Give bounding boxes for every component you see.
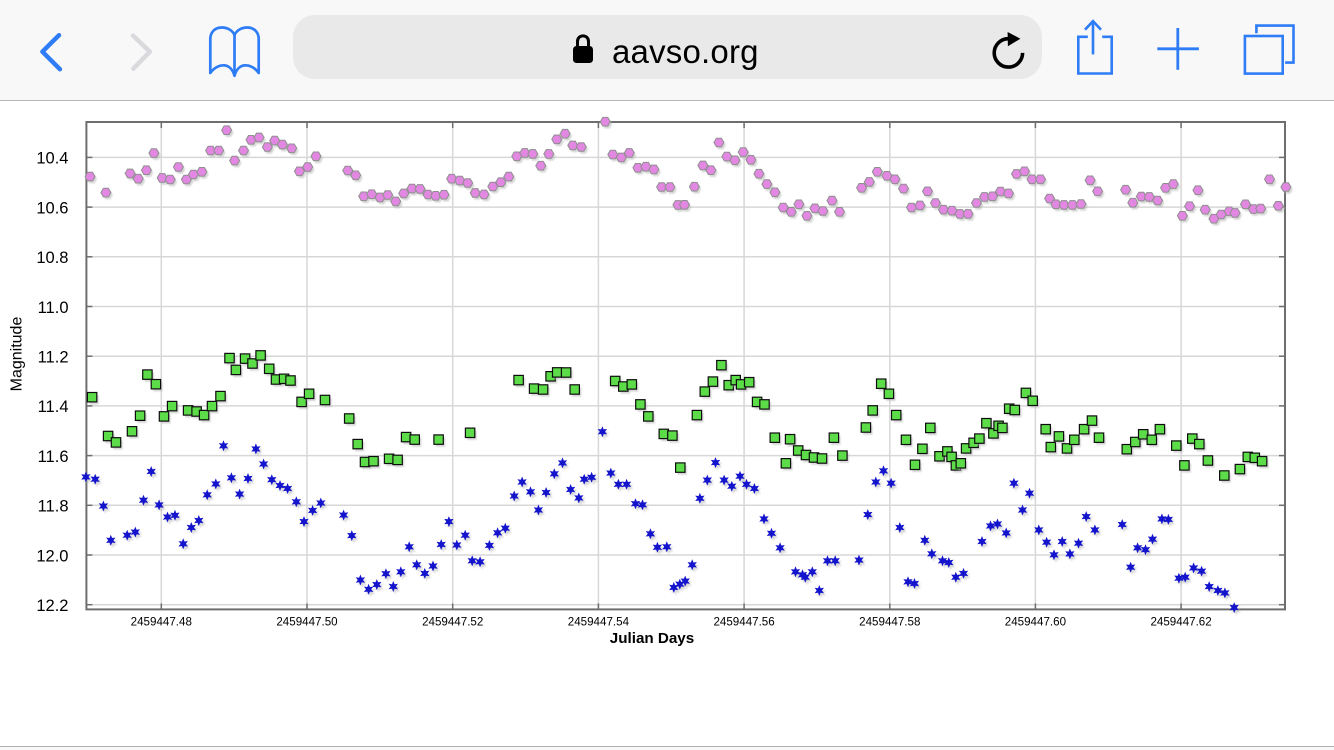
svg-text:10.4: 10.4 (36, 150, 68, 168)
svg-text:11.4: 11.4 (38, 398, 69, 416)
svg-text:11.8: 11.8 (38, 498, 69, 516)
svg-text:2459447.50: 2459447.50 (276, 616, 337, 629)
svg-text:11.0: 11.0 (38, 299, 69, 317)
svg-text:2459447.60: 2459447.60 (1005, 616, 1066, 629)
svg-text:2459447.58: 2459447.58 (859, 616, 920, 629)
svg-text:12.0: 12.0 (36, 547, 68, 565)
svg-text:11.2: 11.2 (38, 349, 69, 367)
svg-text:2459447.62: 2459447.62 (1150, 616, 1211, 629)
svg-text:Magnitude: Magnitude (9, 317, 26, 392)
svg-text:12.2: 12.2 (36, 597, 68, 615)
svg-text:2459447.48: 2459447.48 (131, 616, 192, 629)
svg-text:Julian Days: Julian Days (610, 630, 694, 647)
svg-text:11.6: 11.6 (38, 448, 69, 466)
svg-text:2459447.52: 2459447.52 (422, 616, 483, 629)
svg-text:2459447.54: 2459447.54 (568, 616, 630, 629)
svg-text:10.6: 10.6 (36, 199, 68, 217)
svg-text:2459447.56: 2459447.56 (713, 616, 774, 629)
svg-text:10.8: 10.8 (36, 249, 68, 267)
